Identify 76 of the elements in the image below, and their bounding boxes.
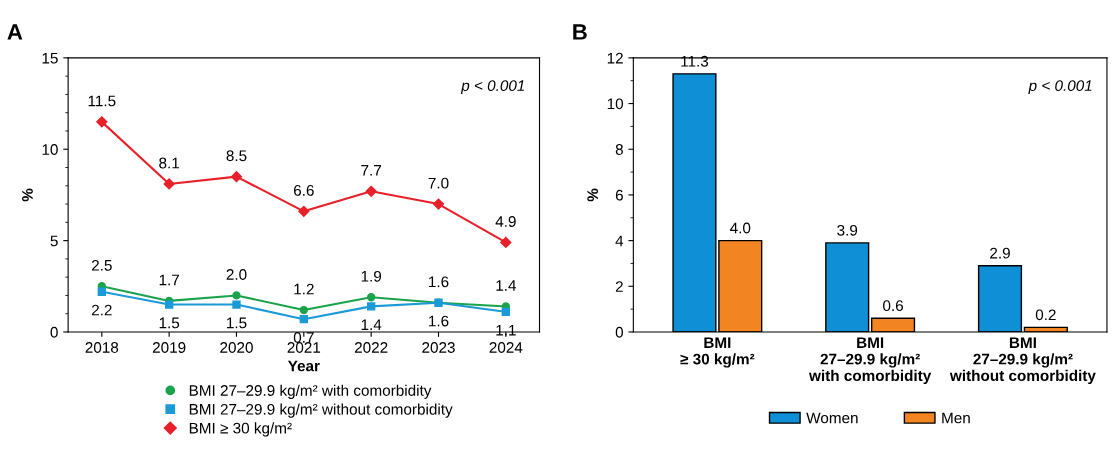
point (232, 291, 241, 300)
annotation: p < 0.001 (460, 80, 525, 95)
data-label: 1.7 (159, 274, 179, 286)
point (299, 315, 308, 324)
point (97, 287, 106, 296)
y-tick-label: 6 (615, 189, 623, 201)
data-label: 1.9 (361, 270, 382, 282)
y-tick-label: 8 (615, 144, 623, 155)
data-label: 1.6 (429, 276, 449, 288)
legend-label: BMI 27–29.9 kg/m² without comorbidity (189, 403, 453, 418)
chart-title: A (7, 24, 23, 40)
x-tick-label: 2019 (152, 342, 186, 353)
y-tick-label: 12 (607, 52, 623, 64)
data-label: 11.3 (681, 55, 709, 67)
y-tick-label: 5 (50, 235, 58, 247)
y-axis-title: % (22, 188, 33, 202)
data-label: 7.7 (361, 165, 382, 176)
point (365, 185, 377, 197)
x-tick-label: 2023 (422, 342, 455, 353)
legend-label: BMI 27–29.9 kg/m² with comorbidity (189, 384, 432, 399)
data-label: 1.5 (227, 317, 247, 329)
data-label: 1.4 (496, 280, 517, 291)
point (500, 236, 512, 249)
x-tick-label: 2022 (354, 342, 388, 353)
data-label: 2.0 (226, 269, 247, 280)
legend-label: BMI ≥ 30 kg/m² (189, 422, 292, 437)
data-label: 2.9 (990, 247, 1010, 259)
y-tick-label: 10 (42, 144, 58, 155)
point (164, 300, 174, 309)
point (366, 293, 376, 302)
x-tick-label: 2020 (220, 342, 253, 353)
x-tick-label: BMI 27–29.9 kg/m² with comorbidity (808, 337, 932, 385)
point (366, 302, 376, 311)
legend-label: Men (942, 412, 970, 424)
y-tick-label: 4 (615, 235, 624, 247)
data-label: 2.5 (91, 259, 112, 271)
y-tick-label: 2 (615, 281, 623, 292)
data-label: 7.0 (428, 177, 449, 189)
point (96, 116, 108, 128)
data-label: 0.6 (883, 300, 904, 312)
y-tick-label: 15 (42, 52, 58, 64)
x-tick-label: 2024 (489, 342, 523, 353)
x-tick-label: 2021 (287, 342, 321, 353)
data-label: 8.5 (226, 150, 247, 162)
data-label: 1.2 (294, 283, 314, 295)
x-axis-title: Year (287, 360, 320, 372)
point (230, 171, 243, 183)
point (298, 205, 310, 217)
y-axis-title: % (587, 188, 599, 202)
point (432, 198, 445, 210)
y-tick-label: 10 (607, 98, 624, 110)
point (163, 178, 175, 190)
y-tick-label: 0 (615, 326, 624, 338)
data-label: 2.2 (91, 304, 112, 316)
x-tick-label: BMI 27–29.9 kg/m² without comorbidity (949, 337, 1096, 385)
data-label: 1.5 (159, 317, 180, 329)
x-tick-label: 2018 (85, 342, 119, 353)
data-label: 1.6 (429, 315, 449, 327)
point (299, 305, 308, 315)
data-label: 0.7 (293, 332, 314, 343)
data-label: 1.1 (496, 324, 516, 336)
legend-label: Women (806, 412, 858, 424)
data-label: 0.2 (1035, 309, 1056, 321)
data-label: 3.9 (837, 224, 858, 236)
chart-title: B (573, 24, 587, 40)
data-label: 11.5 (88, 95, 116, 107)
point (501, 307, 511, 317)
annotation: p < 0.001 (1028, 80, 1092, 95)
data-label: 8.1 (159, 157, 180, 169)
data-label: 4.0 (730, 222, 751, 234)
data-label: 4.9 (495, 216, 516, 227)
y-tick-label: 0 (50, 326, 58, 338)
data-label: 1.4 (361, 319, 382, 330)
data-label: 6.6 (293, 185, 314, 196)
point (232, 300, 241, 309)
x-tick-label: BMI ≥ 30 kg/m² (680, 337, 755, 368)
